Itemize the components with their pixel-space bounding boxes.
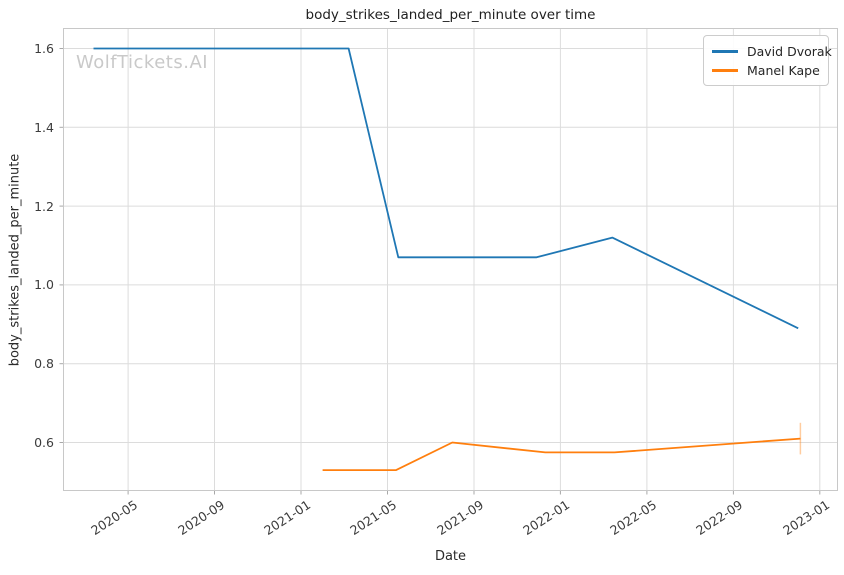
x-tick-label: 2020-09 bbox=[174, 497, 227, 539]
y-axis-label: body_strikes_landed_per_minute bbox=[7, 153, 23, 367]
legend-item-david-dvorak: David Dvorak bbox=[712, 42, 832, 61]
chart-title: body_strikes_landed_per_minute over time bbox=[305, 7, 596, 23]
y-tick-label: 0.6 bbox=[34, 435, 54, 451]
legend: David Dvorak Manel Kape bbox=[703, 35, 832, 86]
y-tick-label: 1.2 bbox=[34, 198, 54, 214]
legend-label: Manel Kape bbox=[747, 63, 820, 78]
legend-label: David Dvorak bbox=[747, 44, 832, 59]
legend-line-swatch bbox=[712, 69, 738, 72]
x-tick-label: 2021-05 bbox=[347, 497, 400, 539]
y-tick-label: 1.0 bbox=[34, 277, 54, 293]
watermark: WolfTickets.AI bbox=[76, 52, 209, 73]
series-line-david-dvorak bbox=[93, 47, 799, 330]
x-tick-label: 2022-01 bbox=[520, 497, 573, 539]
x-tick-label: 2023-01 bbox=[780, 497, 832, 539]
series-line-manel-kape bbox=[322, 437, 801, 472]
x-tick-label: 2020-05 bbox=[88, 497, 141, 539]
x-tick-label: 2021-09 bbox=[434, 497, 487, 539]
x-tick-label: 2022-05 bbox=[607, 497, 660, 539]
y-tick-label: 1.6 bbox=[34, 40, 54, 56]
x-axis-label: Date bbox=[434, 549, 467, 564]
x-tick-label: 2021-01 bbox=[261, 497, 314, 539]
plot-area bbox=[59, 28, 838, 495]
legend-item-manel-kape: Manel Kape bbox=[712, 61, 820, 80]
y-tick-label: 0.8 bbox=[34, 356, 54, 372]
legend-line-swatch bbox=[712, 50, 738, 53]
y-tick-label: 1.4 bbox=[34, 119, 54, 135]
plot-border bbox=[63, 28, 838, 491]
x-tick-label: 2022-09 bbox=[693, 497, 746, 539]
